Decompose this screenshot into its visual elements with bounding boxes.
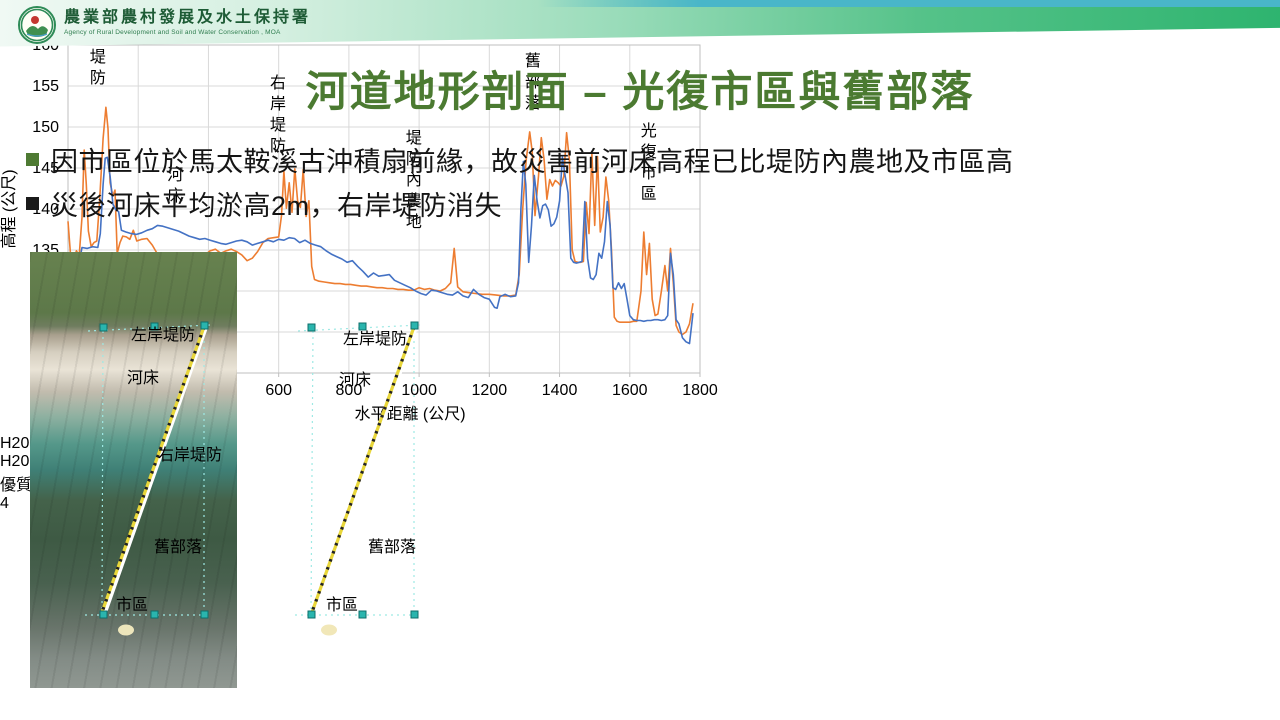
profile-line-casing [102, 326, 208, 616]
agency-logo-icon [20, 8, 54, 42]
survey-marker-squares [99, 321, 209, 619]
bullet-marker [26, 197, 39, 210]
page-title: 河道地形剖面 – 光復市區與舊部落 [305, 68, 975, 115]
map-overlay-after: 左岸堤防 河床 舊部落 市區 [295, 321, 421, 636]
landmark-marker [118, 624, 134, 636]
map-label-riverbed: 河床 [339, 371, 371, 389]
survey-marker-squares [307, 321, 419, 619]
agency-logo [18, 6, 56, 44]
agency-name-en: Agency of Rural Development and Soil and… [64, 28, 281, 36]
plot-border [67, 44, 701, 374]
profile-line-casing [312, 326, 418, 616]
survey-line-left [101, 330, 104, 613]
x-tick-label: 1000 [401, 382, 437, 399]
map-label-urban: 市區 [116, 596, 148, 614]
map-panel-after-disaster: 左岸堤防 河床 舊部落 市區 [240, 252, 447, 688]
map-label-old-village: 舊部落 [368, 538, 416, 556]
bullet-list: 因市區位於馬太鞍溪古沖積扇前緣，故災害前河床高程已比堤防內農地及市區高 災後河床… [26, 140, 1276, 228]
profile-line [309, 326, 416, 616]
header-band: 農業部農村發展及水土保持署 Agency of Rural Developmen… [0, 0, 1280, 48]
x-tick-label: 1400 [542, 382, 578, 399]
map-label-old-village: 舊部落 [154, 538, 202, 556]
series-line-h2022 [67, 106, 694, 336]
bullet-text: 災後河床平均淤高2m，右岸堤防消失 [51, 191, 503, 221]
map-label-left-levee: 左岸堤防 [131, 326, 195, 344]
chart-annotation: 堤防內農地 [406, 129, 422, 231]
chart-annotation: 河床 [167, 166, 183, 205]
y-axis-title: 高程 (公尺) [0, 169, 18, 248]
x-tick-label: 1800 [682, 382, 718, 399]
map-label-left-levee: 左岸堤防 [343, 330, 407, 348]
landmark-marker [321, 624, 337, 636]
bullet-marker [26, 153, 39, 166]
map-overlay-before: 左岸堤防 河床 右岸堤防 舊部落 市區 [85, 321, 222, 636]
map-label-right-levee: 右岸堤防 [158, 446, 222, 464]
series-line-h2025-9-25 [67, 156, 694, 345]
bullet-text: 因市區位於馬太鞍溪古沖積扇前緣，故災害前河床高程已比堤防內農地及市區高 [51, 147, 1014, 177]
y-tick-label: 155 [32, 78, 59, 95]
y-tick-label: 150 [32, 119, 59, 136]
x-tick-label: 1200 [472, 382, 508, 399]
map-panel-before-disaster: 左岸堤防 河床 右岸堤防 舊部落 市區 [30, 252, 237, 688]
header-teal-strip [537, 0, 1280, 7]
profile-line [99, 326, 206, 616]
map-label-urban: 市區 [326, 596, 358, 614]
bullet-item: 災後河床平均淤高2m，右岸堤防消失 [26, 184, 1276, 223]
bullet-item: 因市區位於馬太鞍溪古沖積扇前緣，故災害前河床高程已比堤防內農地及市區高 [26, 140, 1276, 179]
page-number: 4 [0, 495, 9, 512]
x-tick-label: 600 [265, 382, 292, 399]
map-label-riverbed: 河床 [127, 369, 159, 387]
x-tick-label: 800 [336, 382, 363, 399]
chart-annotation: 右岸堤防 [270, 74, 286, 155]
chart-annotation: 光復市區 [641, 122, 657, 203]
chart-annotation: 舊部落 [525, 52, 541, 112]
agency-name: 農業部農村發展及水土保持署 [64, 9, 312, 26]
x-tick-label: 1600 [612, 382, 648, 399]
survey-line-top [87, 324, 211, 332]
elevation-profile-chart: 1201251301351401451501551600200400600800… [0, 6, 718, 423]
agency-name-block: 農業部農村發展及水土保持署 Agency of Rural Developmen… [64, 9, 311, 36]
survey-line-left [310, 330, 314, 613]
chart-svg: 1201251301351401451501551600200400600800… [0, 6, 718, 423]
